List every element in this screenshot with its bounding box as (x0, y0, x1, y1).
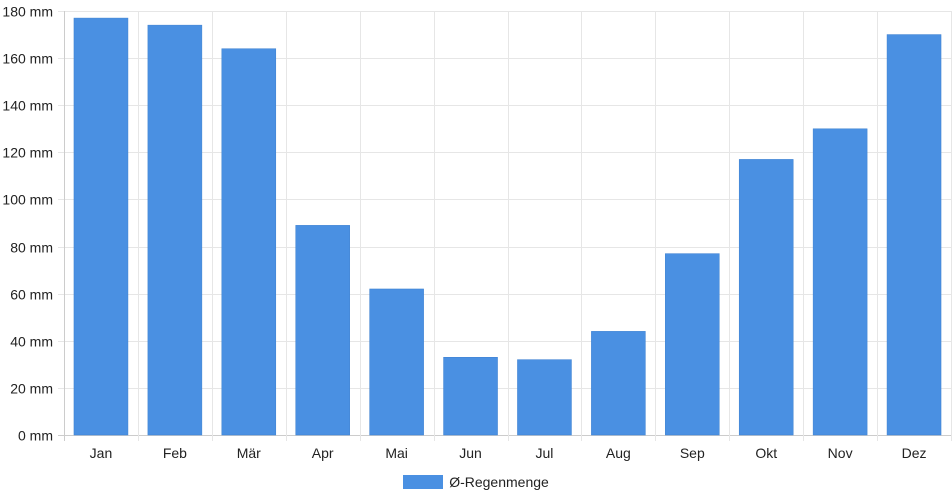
bar-nov (812, 128, 868, 436)
bars-layer (73, 17, 942, 436)
bar-jan (73, 17, 129, 436)
y-tick-label: 80 mm (10, 240, 53, 256)
bar-sep (665, 253, 720, 436)
y-tick-label: 140 mm (2, 98, 53, 114)
rainfall-bar-chart: 0 mm 20 mm 40 mm 60 mm 80 mm 100 mm 120 mm 140 … (2, 4, 952, 462)
x-tick-label: Mär (237, 445, 261, 461)
x-tick-label: Dez (902, 445, 927, 461)
x-tick-label: Sep (680, 445, 705, 461)
x-tick-label: Jul (536, 445, 554, 461)
x-tick-label: Mai (385, 445, 408, 461)
x-tick-label: Feb (163, 445, 187, 461)
x-tick-label: Nov (828, 445, 853, 461)
legend-label: Ø-Regenmenge (449, 474, 549, 490)
bar-jul (517, 359, 572, 436)
y-tick-label: 60 mm (10, 287, 53, 303)
bar-mär (221, 48, 277, 436)
bar-aug (591, 331, 646, 436)
y-tick-label: 160 mm (2, 51, 53, 67)
y-tick-label: 180 mm (2, 4, 53, 20)
y-tick-label: 0 mm (18, 428, 53, 444)
y-tick-label: 40 mm (10, 334, 53, 350)
bar-mai (369, 288, 424, 436)
y-tick-label: 100 mm (2, 192, 53, 208)
bar-okt (738, 159, 794, 436)
legend[interactable]: Ø-Regenmenge (0, 472, 952, 492)
bar-feb (147, 24, 203, 436)
bar-dez (886, 34, 942, 436)
x-tick-label: Okt (755, 445, 777, 461)
x-tick-label: Aug (606, 445, 631, 461)
x-tick-label: Jun (459, 445, 482, 461)
x-tick-label: Jan (90, 445, 113, 461)
bar-apr (295, 225, 350, 436)
y-tick-label: 20 mm (10, 381, 53, 397)
legend-swatch (403, 475, 444, 489)
bar-jun (443, 357, 498, 436)
axis-layer: 0 mm 20 mm 40 mm 60 mm 80 mm 100 mm 120 mm 140 … (2, 4, 926, 462)
y-tick-label: 120 mm (2, 145, 53, 161)
x-tick-label: Apr (312, 445, 334, 461)
